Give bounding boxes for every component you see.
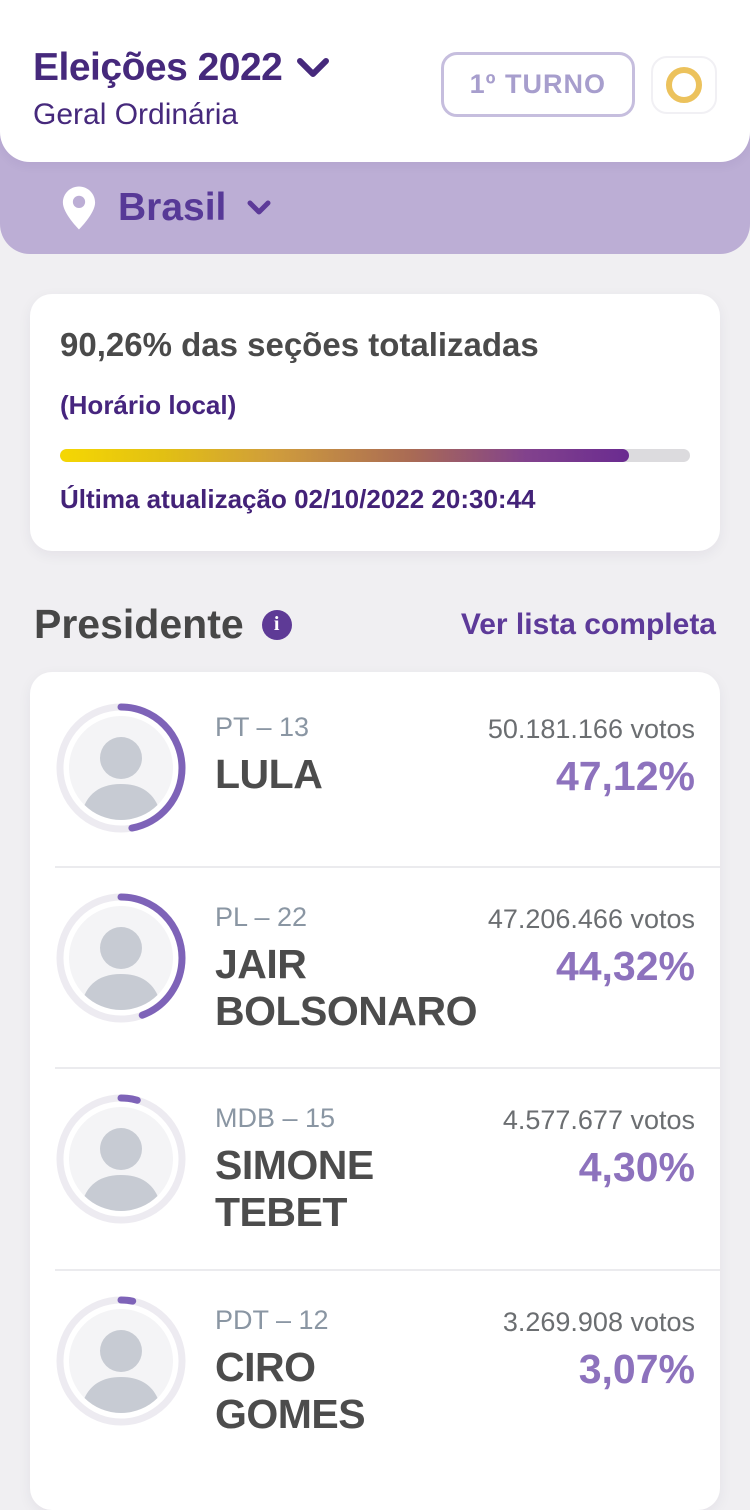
page-title: Eleições 2022 (33, 46, 283, 89)
location-label: Brasil (118, 186, 227, 229)
photo-placeholder-silhouette (80, 1128, 162, 1212)
header-actions: 1º TURNO (440, 52, 717, 117)
accessibility-ring-button[interactable] (651, 55, 717, 114)
candidate-percent: 3,07% (578, 1345, 695, 1392)
candidate-name: SIMONE TEBET (215, 1142, 374, 1236)
info-icon[interactable]: i (261, 609, 292, 640)
location-selector[interactable]: Brasil (0, 162, 750, 254)
election-selector[interactable]: Eleições 2022 (33, 46, 330, 90)
candidate-row[interactable]: PL – 22 JAIR BOLSONARO 47.206.466 votos … (30, 866, 720, 1067)
app-header: Eleições 2022 Geral Ordinária 1º TURNO (0, 0, 750, 162)
candidate-percent: 4,30% (578, 1144, 695, 1191)
section-title: Presidente (34, 601, 244, 647)
see-full-list-link[interactable]: Ver lista completa (460, 607, 716, 641)
totalization-card: 90,26% das seções totalizadas (Horário l… (30, 294, 720, 551)
candidate-row[interactable]: PDT – 12 CIRO GOMES 3.269.908 votos 3,07… (30, 1268, 720, 1470)
title-block: Eleições 2022 Geral Ordinária (33, 46, 330, 132)
candidate-avatar (55, 892, 187, 1024)
candidate-party-number: MDB – 15 (215, 1103, 336, 1134)
totalization-progress-track (60, 449, 690, 462)
totalization-headline: 90,26% das seções totalizadas (60, 326, 539, 363)
candidate-percent: 47,12% (555, 753, 695, 799)
gold-ring-icon (666, 66, 702, 103)
candidate-votes: 50.181.166 votos (487, 714, 695, 744)
candidate-party-number: PL – 22 (215, 902, 308, 932)
candidate-name: JAIR BOLSONARO (215, 941, 477, 1035)
candidate-row[interactable]: PT – 13 LULA 50.181.166 votos 47,12% (30, 676, 720, 866)
candidate-avatar (55, 1295, 187, 1427)
candidate-row[interactable]: MDB – 15 SIMONE TEBET 4.577.677 votos 4,… (30, 1067, 720, 1268)
photo-placeholder-silhouette (80, 737, 162, 820)
candidate-name: LULA (215, 751, 323, 797)
totalization-progress-fill (60, 449, 629, 462)
photo-placeholder-silhouette (80, 927, 162, 1010)
candidate-votes: 3.269.908 votos (502, 1306, 695, 1337)
section-heading: Presidente i Ver lista completa (34, 601, 716, 648)
location-pin-icon (60, 185, 98, 231)
candidate-avatar (55, 702, 187, 834)
last-update-text: Última atualização 02/10/2022 20:30:44 (60, 484, 536, 514)
candidate-list: PT – 13 LULA 50.181.166 votos 47,12% PL … (30, 672, 720, 1510)
candidate-party-number: PDT – 12 (215, 1304, 329, 1335)
candidate-name: CIRO GOMES (215, 1343, 366, 1437)
election-subtitle: Geral Ordinária (33, 98, 239, 131)
candidate-votes: 47.206.466 votos (487, 904, 695, 934)
candidate-votes: 4.577.677 votos (502, 1105, 695, 1136)
chevron-down-icon (296, 56, 330, 80)
candidate-avatar (55, 1093, 187, 1225)
chevron-down-icon (246, 199, 272, 217)
candidate-percent: 44,32% (555, 943, 695, 989)
candidate-party-number: PT – 13 (215, 712, 310, 742)
timezone-note: (Horário local) (60, 390, 237, 420)
round-toggle-button[interactable]: 1º TURNO (440, 52, 635, 117)
